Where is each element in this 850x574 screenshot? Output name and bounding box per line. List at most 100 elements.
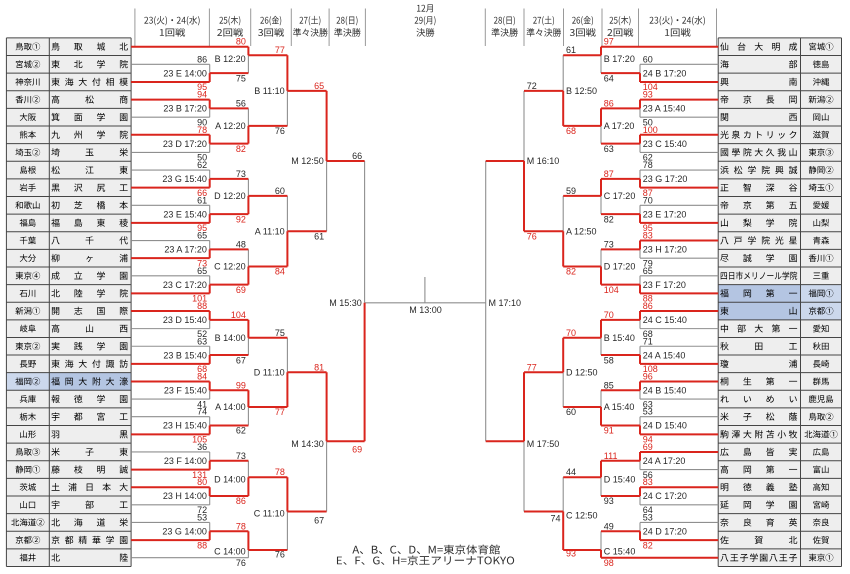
svg-text:63: 63 (197, 336, 207, 346)
svg-text:D 17:20: D 17:20 (604, 262, 636, 272)
svg-text:86: 86 (643, 301, 653, 311)
svg-text:86: 86 (604, 98, 614, 108)
svg-text:63: 63 (604, 144, 614, 154)
svg-text:61: 61 (314, 232, 324, 242)
svg-text:97: 97 (604, 37, 614, 47)
svg-text:94: 94 (643, 435, 653, 445)
svg-text:77: 77 (275, 45, 285, 55)
svg-text:23 D 17:20: 23 D 17:20 (163, 139, 207, 149)
svg-text:78: 78 (197, 125, 207, 135)
svg-text:90: 90 (197, 117, 207, 127)
svg-text:44: 44 (566, 467, 576, 477)
svg-text:56: 56 (643, 470, 653, 480)
svg-text:93: 93 (604, 496, 614, 506)
svg-text:23 E 17:20: 23 E 17:20 (643, 209, 687, 219)
svg-text:23 B 17:20: 23 B 17:20 (163, 104, 207, 114)
svg-text:60: 60 (566, 407, 576, 417)
svg-text:65: 65 (197, 231, 207, 241)
svg-text:131: 131 (192, 470, 207, 480)
svg-text:M 14:30: M 14:30 (291, 439, 324, 449)
svg-text:23 C 15:40: 23 C 15:40 (643, 139, 687, 149)
svg-text:D 11:10: D 11:10 (254, 368, 285, 378)
svg-text:73: 73 (236, 451, 246, 461)
svg-text:60: 60 (643, 54, 653, 64)
svg-text:76: 76 (275, 550, 285, 560)
svg-text:93: 93 (643, 90, 653, 100)
svg-text:99: 99 (236, 380, 246, 390)
svg-text:M 17:10: M 17:10 (489, 298, 522, 308)
svg-text:23 E 14:00: 23 E 14:00 (163, 68, 207, 78)
svg-text:60: 60 (275, 186, 285, 196)
svg-text:65: 65 (314, 81, 324, 91)
svg-text:A 12:50: A 12:50 (566, 227, 597, 237)
svg-text:84: 84 (197, 371, 207, 381)
svg-text:D 14:00: D 14:00 (214, 475, 246, 485)
svg-text:24 D 17:20: 24 D 17:20 (643, 526, 687, 536)
svg-text:83: 83 (643, 231, 653, 241)
svg-text:61: 61 (566, 45, 576, 55)
svg-text:B 14:00: B 14:00 (215, 333, 246, 343)
svg-text:24 D 15:40: 24 D 15:40 (643, 421, 687, 431)
svg-text:B 12:50: B 12:50 (566, 86, 597, 96)
svg-text:23 A 15:40: 23 A 15:40 (643, 104, 686, 114)
svg-text:93: 93 (566, 549, 576, 559)
svg-text:73: 73 (236, 169, 246, 179)
svg-text:104: 104 (643, 82, 658, 92)
svg-text:23 F 14:00: 23 F 14:00 (164, 456, 207, 466)
svg-text:69: 69 (352, 445, 362, 455)
svg-text:108: 108 (643, 364, 658, 374)
svg-text:74: 74 (197, 407, 207, 417)
svg-text:82: 82 (236, 144, 246, 154)
svg-text:M 16:10: M 16:10 (527, 156, 560, 166)
svg-text:69: 69 (643, 442, 653, 452)
svg-text:68: 68 (643, 329, 653, 339)
svg-text:23 F 15:40: 23 F 15:40 (164, 386, 207, 396)
svg-text:C 15:40: C 15:40 (604, 547, 636, 557)
svg-text:84: 84 (275, 267, 285, 277)
svg-text:82: 82 (566, 267, 576, 277)
svg-text:71: 71 (643, 336, 653, 346)
svg-text:62: 62 (643, 153, 653, 163)
svg-text:88: 88 (643, 294, 653, 304)
svg-text:87: 87 (643, 188, 653, 198)
svg-text:86: 86 (236, 496, 246, 506)
svg-text:86: 86 (197, 54, 207, 64)
svg-text:95: 95 (643, 223, 653, 233)
svg-text:111: 111 (604, 451, 618, 461)
svg-text:24 A 17:20: 24 A 17:20 (643, 456, 686, 466)
svg-text:61: 61 (197, 195, 207, 205)
svg-text:70: 70 (604, 310, 614, 320)
svg-text:101: 101 (192, 294, 207, 304)
svg-text:C 14:00: C 14:00 (214, 547, 246, 557)
svg-text:68: 68 (197, 364, 207, 374)
svg-text:77: 77 (527, 362, 537, 372)
svg-text:83: 83 (643, 477, 653, 487)
svg-text:76: 76 (527, 232, 537, 242)
svg-text:M 12:50: M 12:50 (291, 156, 324, 166)
svg-text:23 D 15:40: 23 D 15:40 (163, 315, 207, 325)
svg-text:70: 70 (643, 195, 653, 205)
svg-text:48: 48 (236, 239, 246, 249)
svg-text:24 C 17:20: 24 C 17:20 (643, 491, 687, 501)
svg-text:D 12:50: D 12:50 (566, 368, 598, 378)
svg-text:41: 41 (197, 399, 207, 409)
svg-text:23 H 17:20: 23 H 17:20 (643, 245, 687, 255)
svg-text:53: 53 (643, 512, 653, 522)
svg-text:64: 64 (604, 73, 614, 83)
svg-text:88: 88 (197, 540, 207, 550)
svg-text:66: 66 (352, 151, 362, 161)
svg-text:78: 78 (275, 467, 285, 477)
svg-text:69: 69 (236, 285, 246, 295)
svg-text:66: 66 (197, 188, 207, 198)
svg-text:85: 85 (604, 380, 614, 390)
svg-text:56: 56 (236, 98, 246, 108)
svg-text:78: 78 (236, 521, 246, 531)
svg-text:58: 58 (604, 355, 614, 365)
svg-text:23 E 15:40: 23 E 15:40 (163, 209, 207, 219)
svg-text:94: 94 (197, 90, 207, 100)
svg-text:23 F 17:20: 23 F 17:20 (643, 280, 686, 290)
svg-text:B 11:10: B 11:10 (254, 86, 284, 96)
svg-text:50: 50 (643, 117, 653, 127)
svg-text:23 B 15:40: 23 B 15:40 (163, 350, 207, 360)
svg-text:24 B 17:20: 24 B 17:20 (643, 68, 687, 78)
